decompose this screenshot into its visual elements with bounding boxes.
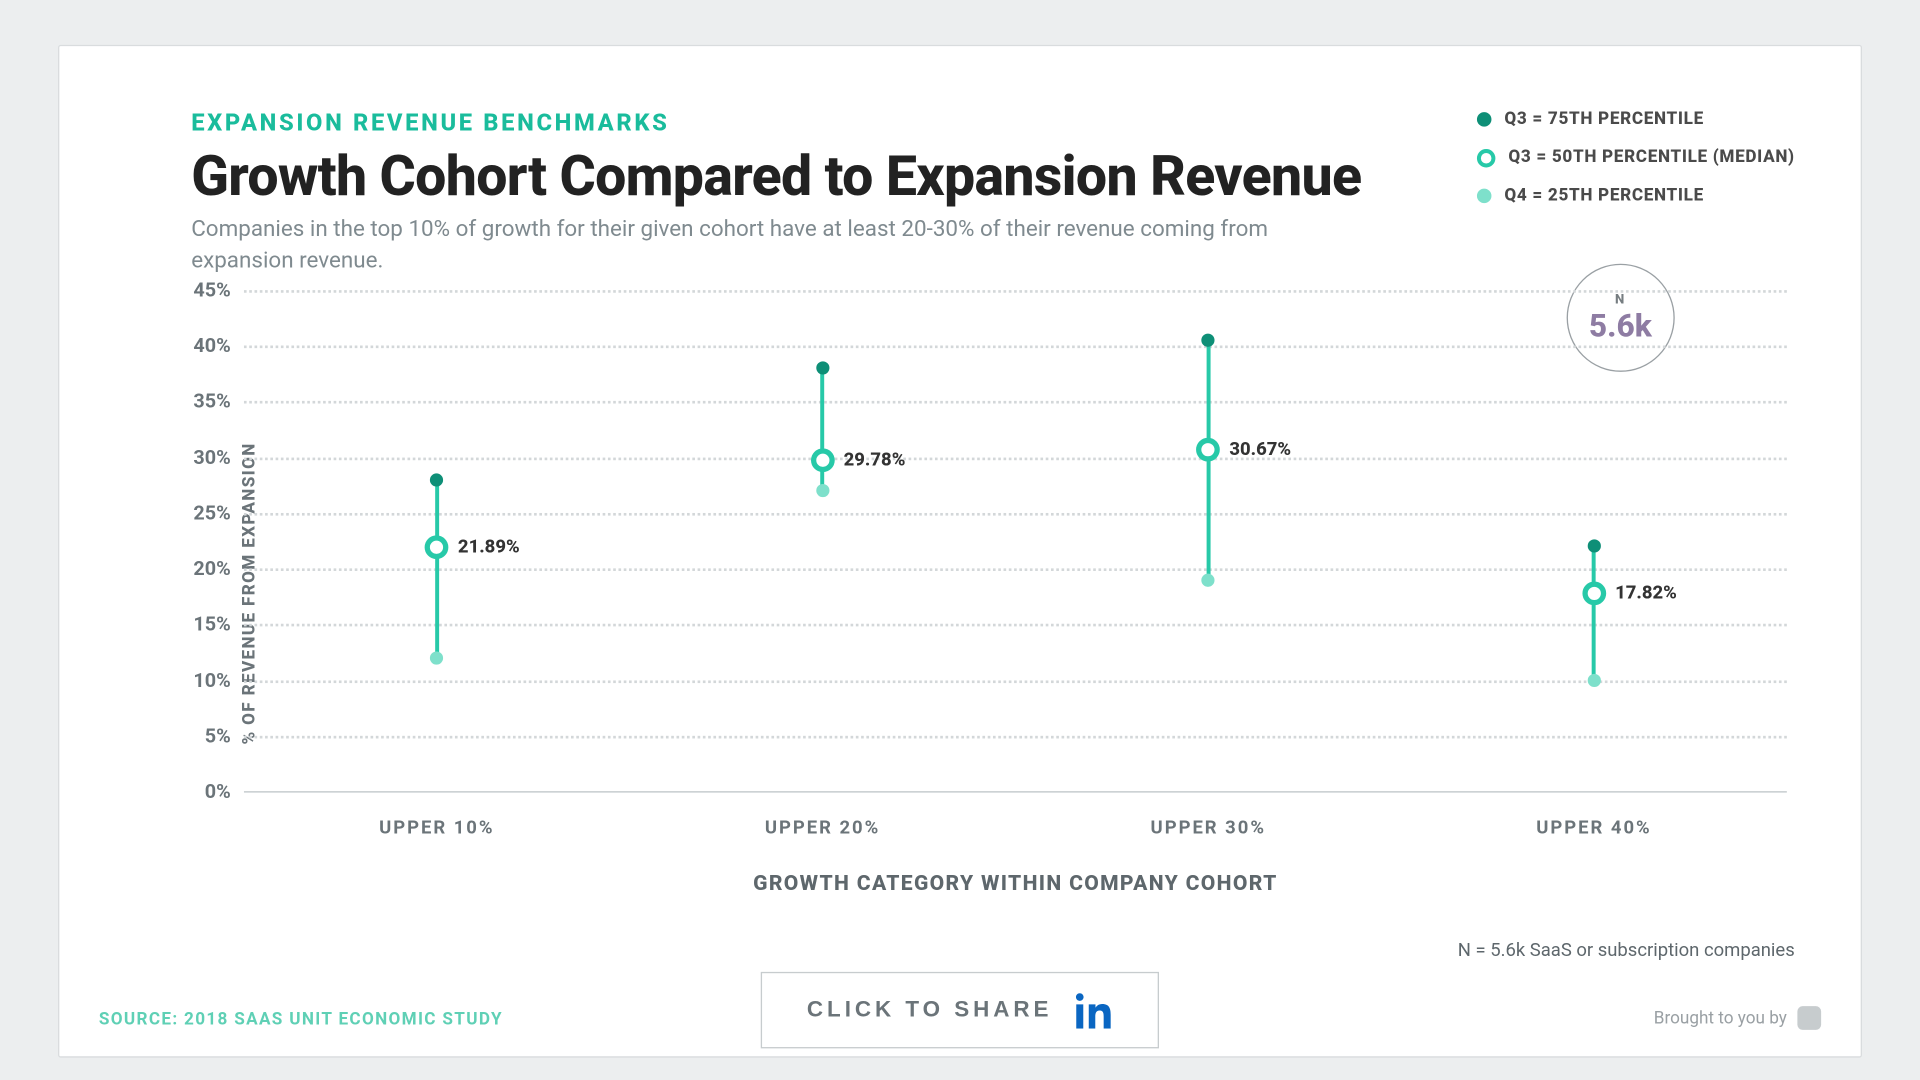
legend: Q3 = 75TH PERCENTILE Q3 = 50TH PERCENTIL… [1477, 109, 1795, 224]
y-tick-label: 25% [152, 501, 231, 525]
circle-ring-icon [1477, 148, 1495, 166]
gridline [244, 457, 1787, 460]
legend-label: Q4 = 25TH PERCENTILE [1504, 186, 1703, 206]
gridline [244, 513, 1787, 516]
y-tick-label: 45% [152, 278, 231, 302]
circle-filled-icon [1477, 112, 1492, 127]
legend-item-p25: Q4 = 25TH PERCENTILE [1477, 186, 1795, 206]
share-button[interactable]: CLICK TO SHARE [761, 972, 1160, 1048]
median-point [425, 536, 449, 560]
p25-point [1202, 573, 1215, 586]
legend-item-p75: Q3 = 75TH PERCENTILE [1477, 109, 1795, 129]
legend-item-p50: Q3 = 50TH PERCENTILE (MEDIAN) [1477, 148, 1795, 168]
source-text: SOURCE: 2018 SAAS UNIT ECONOMIC STUDY [99, 1010, 503, 1030]
x-axis: UPPER 10%UPPER 20%UPPER 30%UPPER 40% [244, 818, 1787, 839]
gridline [244, 346, 1787, 349]
range-stem [821, 368, 825, 490]
p25-point [1587, 673, 1600, 686]
median-point [811, 448, 835, 472]
x-axis-title: GROWTH CATEGORY WITHIN COMPANY COHORT [244, 870, 1787, 895]
p25-point [430, 651, 443, 664]
gridline [244, 401, 1787, 404]
median-label: 30.67% [1229, 439, 1291, 460]
gridline [244, 680, 1787, 683]
median-point [1582, 581, 1606, 605]
gridline [244, 569, 1787, 572]
x-tick-label: UPPER 30% [1015, 818, 1401, 839]
subtitle: Companies in the top 10% of growth for t… [191, 215, 1338, 278]
range-stem [435, 479, 439, 657]
y-tick-label: 10% [152, 668, 231, 692]
y-tick-label: 20% [152, 557, 231, 581]
legend-label: Q3 = 75TH PERCENTILE [1504, 109, 1703, 129]
gridline [244, 290, 1787, 293]
p25-point [816, 484, 829, 497]
n-badge: N 5.6k [1566, 264, 1674, 372]
circle-light-icon [1477, 189, 1492, 204]
chart-card: EXPANSION REVENUE BENCHMARKS Growth Coho… [58, 45, 1862, 1058]
gridline [244, 736, 1787, 739]
y-tick-label: 0% [152, 779, 231, 803]
y-tick-label: 35% [152, 390, 231, 414]
n-badge-value: 5.6k [1589, 307, 1652, 344]
linkedin-icon [1076, 992, 1113, 1029]
n-badge-label: N [1615, 292, 1626, 307]
y-tick-label: 30% [152, 445, 231, 469]
x-tick-label: UPPER 40% [1401, 818, 1787, 839]
plot-area: N 5.6k 0%5%10%15%20%25%30%35%40%45%21.89… [244, 290, 1787, 791]
attribution-label: Brought to you by [1654, 1008, 1787, 1028]
median-label: 21.89% [458, 537, 520, 558]
range-stem [1592, 546, 1596, 680]
n-note: N = 5.6k SaaS or subscription companies [1458, 940, 1795, 961]
p75-point [1587, 540, 1600, 553]
p75-point [430, 473, 443, 486]
gridline [244, 791, 1787, 792]
y-tick-label: 40% [152, 334, 231, 358]
p75-point [816, 361, 829, 374]
legend-label: Q3 = 50TH PERCENTILE (MEDIAN) [1508, 148, 1794, 168]
y-tick-label: 5% [152, 724, 231, 748]
median-label: 17.82% [1615, 582, 1677, 603]
median-label: 29.78% [844, 449, 906, 470]
x-tick-label: UPPER 20% [630, 818, 1016, 839]
brand-logo-icon [1797, 1006, 1821, 1030]
attribution: Brought to you by [1654, 1006, 1821, 1030]
chart: % OF REVENUE FROM EXPANSION N 5.6k 0%5%1… [112, 290, 1813, 897]
x-tick-label: UPPER 10% [244, 818, 630, 839]
gridline [244, 624, 1787, 627]
share-label: CLICK TO SHARE [807, 997, 1053, 1023]
y-tick-label: 15% [152, 612, 231, 636]
